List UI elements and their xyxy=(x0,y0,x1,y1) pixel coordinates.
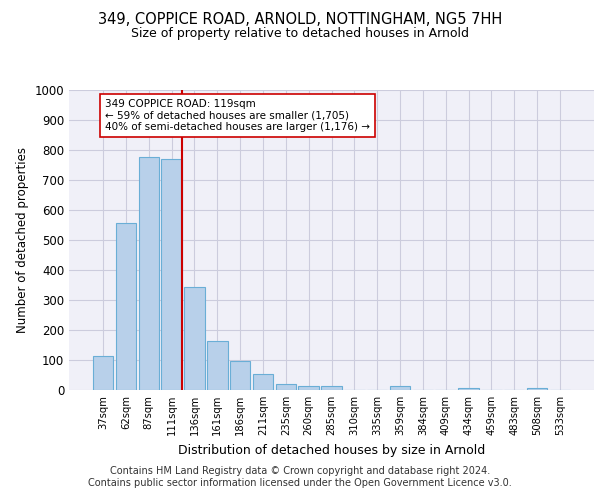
Bar xyxy=(458,388,479,390)
X-axis label: Distribution of detached houses by size in Arnold: Distribution of detached houses by size … xyxy=(178,444,485,456)
Text: 349, COPPICE ROAD, ARNOLD, NOTTINGHAM, NG5 7HH: 349, COPPICE ROAD, ARNOLD, NOTTINGHAM, N… xyxy=(98,12,502,28)
Bar xyxy=(298,386,319,390)
Bar xyxy=(230,360,250,390)
Bar xyxy=(161,159,182,390)
Bar xyxy=(390,386,410,390)
Bar xyxy=(253,374,273,390)
Text: Contains HM Land Registry data © Crown copyright and database right 2024.
Contai: Contains HM Land Registry data © Crown c… xyxy=(88,466,512,487)
Bar xyxy=(321,386,342,390)
Bar xyxy=(275,384,296,390)
Text: 349 COPPICE ROAD: 119sqm
← 59% of detached houses are smaller (1,705)
40% of sem: 349 COPPICE ROAD: 119sqm ← 59% of detach… xyxy=(105,99,370,132)
Bar xyxy=(93,356,113,390)
Bar xyxy=(207,340,227,390)
Bar xyxy=(139,156,159,390)
Bar xyxy=(527,388,547,390)
Y-axis label: Number of detached properties: Number of detached properties xyxy=(16,147,29,333)
Bar xyxy=(184,287,205,390)
Text: Size of property relative to detached houses in Arnold: Size of property relative to detached ho… xyxy=(131,28,469,40)
Bar xyxy=(116,222,136,390)
